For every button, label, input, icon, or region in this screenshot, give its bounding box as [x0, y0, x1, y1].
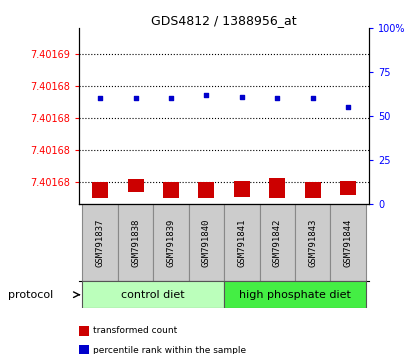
Point [97, 96, 103, 101]
Point [309, 96, 316, 101]
Text: GSM791840: GSM791840 [202, 218, 211, 267]
Bar [153, 204, 189, 281]
Text: high phosphate diet: high phosphate diet [239, 290, 351, 300]
Title: GDS4812 / 1388956_at: GDS4812 / 1388956_at [151, 14, 297, 27]
Text: GSM791842: GSM791842 [273, 218, 282, 267]
Bar [92, 182, 108, 199]
Text: GSM791841: GSM791841 [237, 218, 247, 267]
Bar [189, 204, 224, 281]
Bar [340, 181, 356, 195]
Bar [127, 179, 144, 192]
Text: protocol: protocol [8, 290, 54, 300]
Bar [83, 281, 224, 308]
Bar [224, 281, 366, 308]
Bar [269, 178, 285, 199]
Bar [224, 204, 259, 281]
Text: percentile rank within the sample: percentile rank within the sample [93, 346, 246, 354]
Text: transformed count: transformed count [93, 326, 177, 336]
Point [203, 92, 210, 98]
Point [239, 94, 245, 99]
Bar [198, 182, 215, 199]
Text: GSM791844: GSM791844 [344, 218, 353, 267]
Point [132, 96, 139, 101]
Bar [118, 204, 153, 281]
Text: control diet: control diet [122, 290, 185, 300]
Bar [163, 182, 179, 199]
Text: GSM791837: GSM791837 [95, 218, 105, 267]
Point [274, 96, 281, 101]
Bar [295, 204, 330, 281]
Bar [259, 204, 295, 281]
Bar [234, 181, 250, 197]
Text: GSM791839: GSM791839 [166, 218, 176, 267]
Text: GSM791843: GSM791843 [308, 218, 317, 267]
Bar [330, 204, 366, 281]
Point [345, 104, 352, 110]
Bar [305, 182, 321, 199]
Text: GSM791838: GSM791838 [131, 218, 140, 267]
Bar [83, 204, 118, 281]
Point [168, 96, 174, 101]
